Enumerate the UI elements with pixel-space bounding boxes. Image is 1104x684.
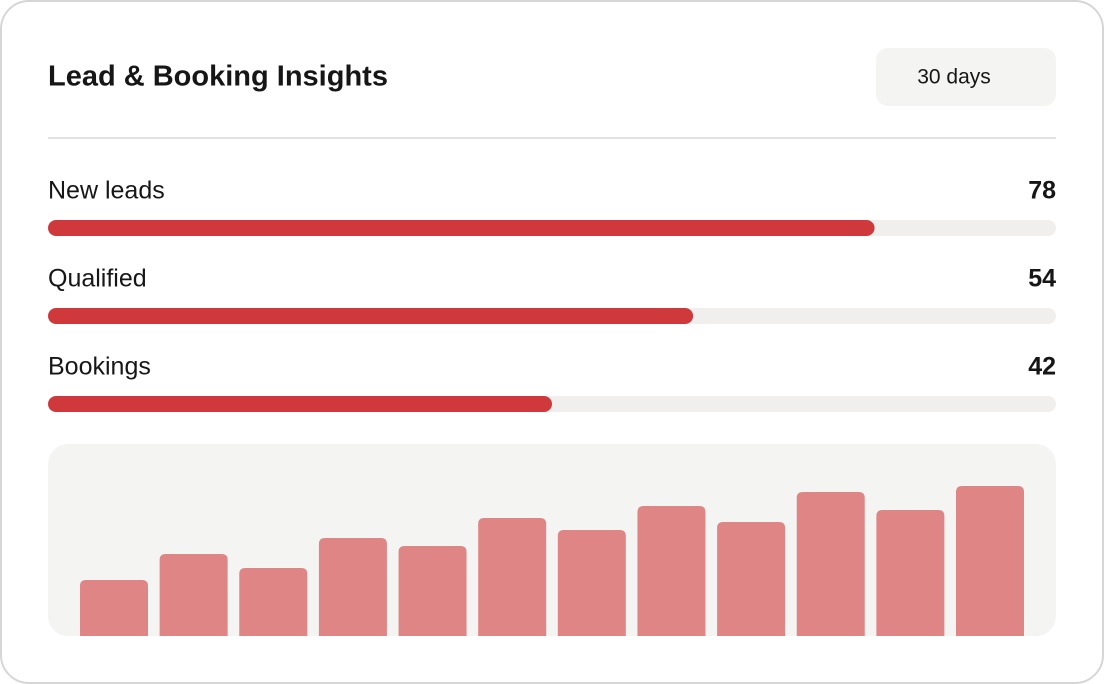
trend-bar	[717, 522, 786, 636]
trend-bar	[159, 554, 228, 636]
progress-fill	[48, 396, 552, 412]
trend-bar	[956, 486, 1024, 636]
range-button[interactable]: 30 days	[876, 48, 1056, 106]
metric-label: Bookings	[48, 353, 151, 381]
metric-value: 54	[1028, 265, 1056, 293]
metric-label: Qualified	[48, 265, 147, 293]
trend-bar	[318, 538, 387, 636]
progress-fill	[48, 220, 875, 236]
metric-label: New leads	[48, 177, 165, 205]
trend-bar	[637, 506, 706, 636]
metric-value: 42	[1028, 353, 1056, 381]
trend-bar	[239, 568, 308, 636]
trend-bar	[876, 510, 945, 636]
metric-value: 78	[1028, 177, 1056, 205]
progress-fill	[48, 308, 694, 324]
trend-bar	[796, 492, 865, 636]
range-label[interactable]: 30 days	[917, 66, 991, 89]
trend-bar	[398, 546, 467, 636]
range-button-bg	[876, 48, 1056, 106]
card-title: Lead & Booking Insights	[48, 61, 388, 93]
trend-bar	[478, 518, 547, 636]
trend-bar	[557, 530, 626, 636]
trend-bar	[80, 580, 148, 636]
